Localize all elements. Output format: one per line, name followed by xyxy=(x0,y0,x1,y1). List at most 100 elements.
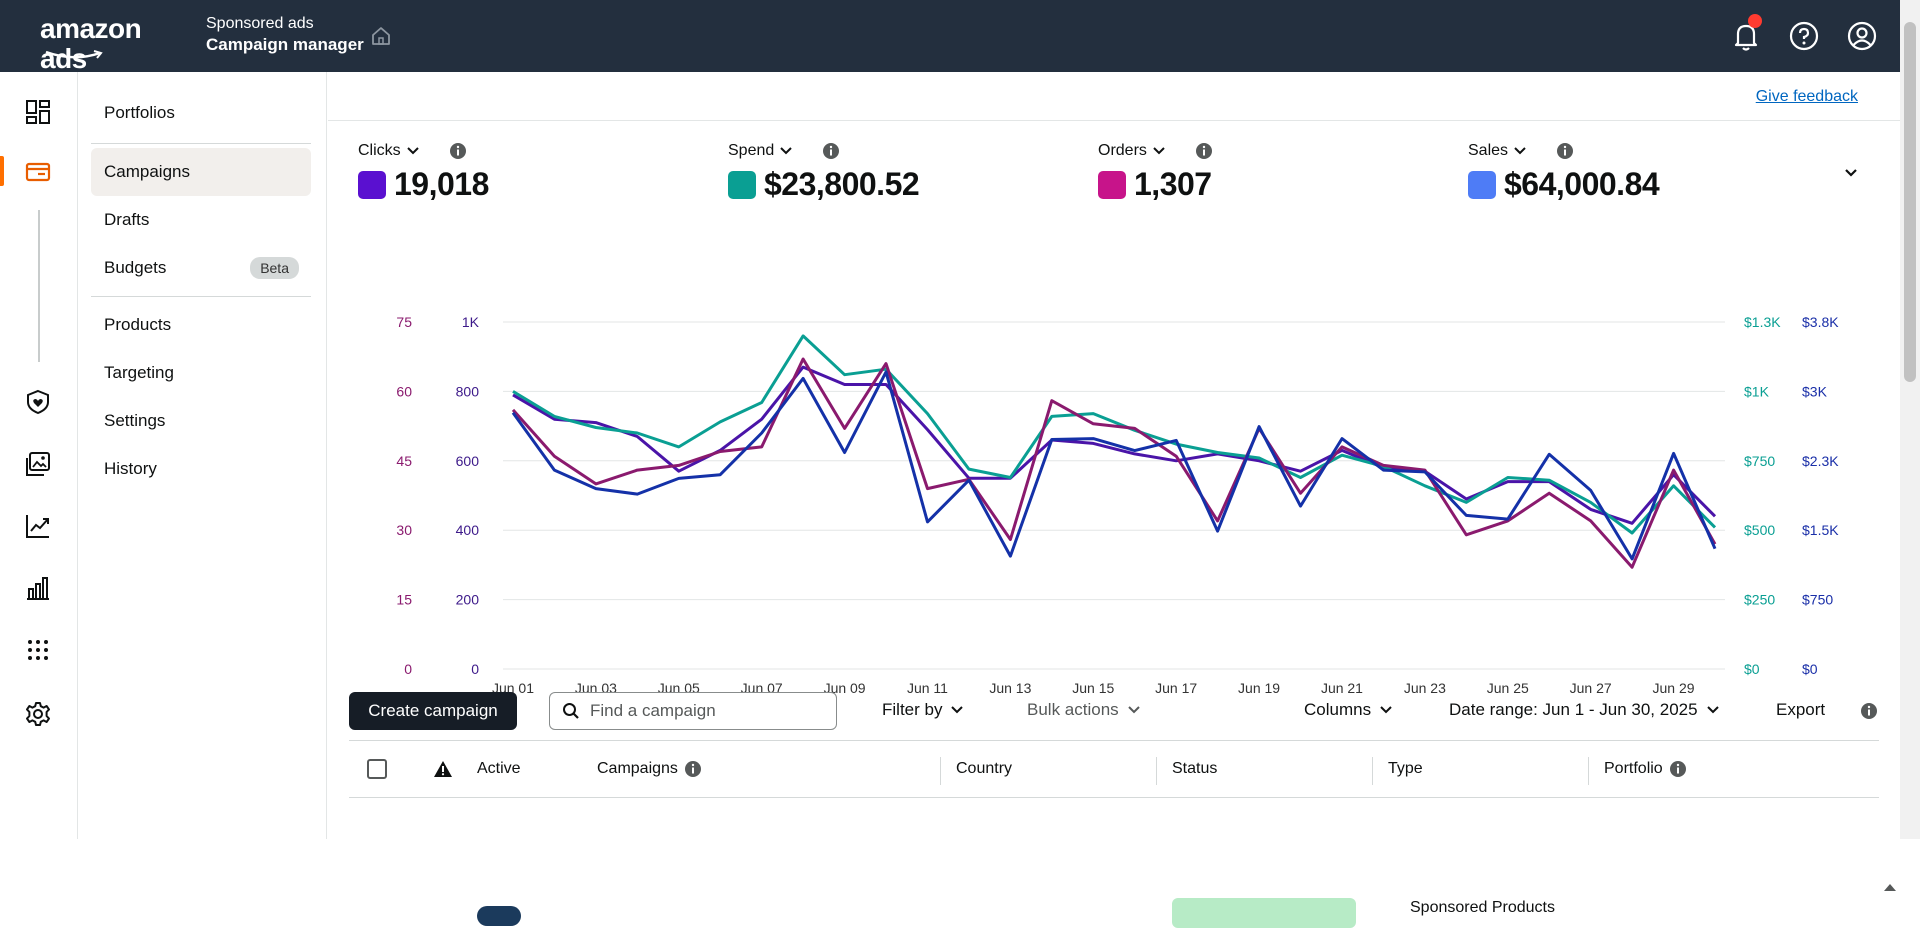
info-icon[interactable] xyxy=(449,142,467,160)
search-icon xyxy=(563,703,579,719)
sidebar-item-budgets[interactable]: Budgets Beta xyxy=(91,244,311,292)
sidebar-item-targeting[interactable]: Targeting xyxy=(91,349,311,397)
column-header-campaigns[interactable]: Campaigns xyxy=(597,760,702,778)
spend-axis-tick-label: $0 xyxy=(1744,661,1760,677)
sidebar-item-campaigns[interactable]: Campaigns xyxy=(91,148,311,196)
sidebar-item-label: Targeting xyxy=(104,363,174,382)
search-input[interactable] xyxy=(590,701,810,721)
x-axis-tick-label: Jun 29 xyxy=(1653,680,1695,696)
home-icon[interactable] xyxy=(370,25,392,47)
x-axis-tick-label: Jun 21 xyxy=(1321,680,1363,696)
campaigns-icon[interactable] xyxy=(24,158,52,186)
info-icon[interactable] xyxy=(1669,760,1687,778)
columns-dropdown[interactable]: Columns xyxy=(1304,700,1393,720)
column-separator[interactable] xyxy=(1372,757,1373,785)
chevron-down-icon[interactable] xyxy=(1151,143,1167,159)
metric-color-swatch xyxy=(1098,170,1126,199)
performance-chart: 0 15 30 45 60 75 0 200 400 600 800 1K $0 $250 $500 $750… xyxy=(396,314,1839,696)
amazon-ads-logo[interactable]: amazon ads xyxy=(40,14,182,74)
select-all-checkbox[interactable] xyxy=(367,759,387,779)
analytics-icon[interactable] xyxy=(24,512,52,540)
clicks-axis-tick-label: 200 xyxy=(456,592,480,608)
sidebar-item-products[interactable]: Products xyxy=(91,301,311,349)
column-header-active[interactable]: Active xyxy=(477,760,521,778)
scrollbar-thumb[interactable] xyxy=(1904,22,1916,382)
metric-color-swatch xyxy=(728,170,756,199)
column-separator[interactable] xyxy=(1156,757,1157,785)
column-label: Campaigns xyxy=(597,760,678,777)
notifications-button[interactable] xyxy=(1728,14,1764,54)
bulk-actions-dropdown[interactable]: Bulk actions xyxy=(1027,700,1141,720)
collapse-chart-chevron-icon[interactable] xyxy=(1842,164,1860,182)
campaign-toolbar: Create campaign Filter by Bulk actions C… xyxy=(328,682,1900,732)
chevron-down-icon[interactable] xyxy=(778,143,794,159)
breadcrumb-sponsored-ads: Sponsored ads xyxy=(206,15,314,32)
apps-grid-icon[interactable] xyxy=(24,636,52,664)
column-header-status[interactable]: Status xyxy=(1172,760,1217,778)
page-scrollbar[interactable] xyxy=(1900,0,1920,839)
metric-value: $23,800.52 xyxy=(764,166,920,202)
info-icon[interactable] xyxy=(1195,142,1213,160)
campaign-type: Sponsored Products xyxy=(1410,899,1555,916)
sidebar-item-portfolios[interactable]: Portfolios xyxy=(91,89,311,137)
chevron-down-icon[interactable] xyxy=(1512,143,1528,159)
info-icon[interactable] xyxy=(1860,702,1878,720)
give-feedback-link[interactable]: Give feedback xyxy=(1755,88,1858,105)
rail-divider xyxy=(38,210,40,362)
campaign-search[interactable] xyxy=(549,692,837,730)
creative-assets-icon[interactable] xyxy=(24,450,52,478)
table-row[interactable]: Sponsored Products xyxy=(349,798,1896,928)
clicks-axis-tick-label: 400 xyxy=(456,522,480,538)
create-campaign-button[interactable]: Create campaign xyxy=(349,692,517,730)
column-separator[interactable] xyxy=(1588,757,1589,785)
sidebar-item-label: History xyxy=(104,459,157,478)
orders-axis-tick-label: 75 xyxy=(396,314,412,330)
metric-orders[interactable]: Orders 1,307 xyxy=(1098,142,1213,203)
info-icon[interactable] xyxy=(1556,142,1574,160)
filter-by-dropdown[interactable]: Filter by xyxy=(882,700,964,720)
header-divider xyxy=(328,120,1900,121)
column-label: Portfolio xyxy=(1604,760,1663,777)
metric-label: Sales xyxy=(1468,142,1509,159)
column-header-country[interactable]: Country xyxy=(956,760,1012,778)
sidebar-item-settings[interactable]: Settings xyxy=(91,397,311,445)
sidebar-item-label: Products xyxy=(104,315,172,334)
active-toggle[interactable] xyxy=(477,906,521,926)
x-axis-tick-label: Jun 13 xyxy=(989,680,1031,696)
metric-spend[interactable]: Spend $23,800.52 xyxy=(728,142,920,203)
date-range-label: Date range: Jun 1 - Jun 30, 2025 xyxy=(1449,700,1698,719)
reports-icon[interactable] xyxy=(24,574,52,602)
column-header-portfolio[interactable]: Portfolio xyxy=(1604,760,1687,778)
orders-axis-tick-label: 0 xyxy=(404,661,412,677)
sidebar-divider xyxy=(91,296,311,297)
column-header-type[interactable]: Type xyxy=(1388,760,1423,778)
column-label: Status xyxy=(1172,760,1218,777)
beta-badge: Beta xyxy=(250,257,299,279)
metric-sales[interactable]: Sales $64,000.84 xyxy=(1468,142,1660,203)
info-icon[interactable] xyxy=(684,760,702,778)
metric-clicks[interactable]: Clicks 19,018 xyxy=(358,142,489,203)
smile-icon xyxy=(45,50,103,59)
column-separator[interactable] xyxy=(940,757,941,785)
rail-active-indicator xyxy=(0,156,4,186)
x-axis-tick-label: Jun 19 xyxy=(1238,680,1280,696)
sidebar-item-history[interactable]: History xyxy=(91,445,311,493)
export-button[interactable]: Export xyxy=(1776,700,1825,720)
help-button[interactable] xyxy=(1786,18,1822,54)
scroll-up-icon[interactable] xyxy=(1882,882,1898,892)
settings-gear-icon[interactable] xyxy=(24,700,52,728)
sales-axis-tick-label: $3K xyxy=(1802,383,1828,399)
chevron-down-icon[interactable] xyxy=(405,143,421,159)
account-button[interactable] xyxy=(1844,18,1880,54)
chevron-down-icon xyxy=(1706,706,1719,714)
x-axis-tick-label: Jun 27 xyxy=(1570,680,1612,696)
sidebar-item-drafts[interactable]: Drafts xyxy=(91,196,311,244)
notification-badge xyxy=(1748,14,1762,28)
info-icon[interactable] xyxy=(822,142,840,160)
spend-axis-tick-label: $750 xyxy=(1744,453,1775,469)
date-range-dropdown[interactable]: Date range: Jun 1 - Jun 30, 2025 xyxy=(1449,700,1720,720)
dashboard-icon[interactable] xyxy=(24,98,52,126)
sales-axis-tick-label: $0 xyxy=(1802,661,1818,677)
breadcrumb: Sponsored ads Campaign manager xyxy=(206,14,364,56)
brand-safety-icon[interactable] xyxy=(24,388,52,416)
